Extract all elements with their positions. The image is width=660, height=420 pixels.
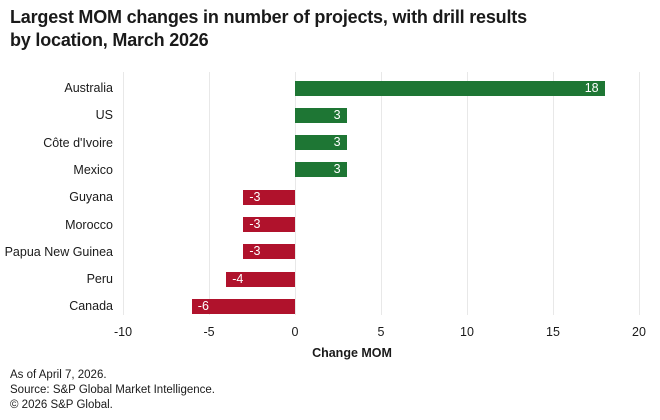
gridline-x-5 [380,72,382,315]
x-tick-label--10: -10 [113,325,133,339]
bar-peru [226,271,295,287]
bar-mexico [295,162,347,178]
footer-asof: As of April 7, 2026. [10,369,107,381]
bar-value-label-us: 3 [333,107,341,122]
category-label-canada: Canada [69,299,113,314]
category-label-us: US [95,108,113,123]
gridline-x-0 [294,72,296,315]
category-label-morocco: Morocco [65,217,113,232]
bar-value-label-papua-new-guinea: -3 [249,244,261,259]
bar-us [295,107,347,123]
bar-value-label-guyana: -3 [249,189,261,204]
gridline-x-15 [552,72,554,315]
gridline-x--5 [208,72,210,315]
bar-canada [191,298,295,314]
bar-value-label-morocco: -3 [249,217,261,231]
bar-c-te-d-ivoire [295,135,347,151]
gridline-x-20 [638,72,640,315]
bar-value-label-mexico: 3 [333,162,341,177]
x-axis-label: Change MOM [312,346,392,360]
chart-title-line2: by location, March 2026 [10,30,209,50]
bar-papua-new-guinea [243,244,295,260]
footer-copyright: © 2026 S&P Global. [10,399,113,411]
category-label-mexico: Mexico [73,162,113,177]
bar-guyana [243,189,295,205]
category-label-peru: Peru [86,272,113,287]
category-label-australia: Australia [64,81,113,95]
bar-australia [295,80,605,96]
bar-morocco [243,217,295,232]
footer-source: Source: S&P Global Market Intelligence. [10,384,215,396]
chart-title-line1: Largest MOM changes in number of project… [10,7,527,27]
bar-value-label-australia: 18 [584,80,599,95]
x-tick-label-0: 0 [291,325,299,339]
x-tick-label-5: 5 [377,325,385,339]
chart-title: Largest MOM changes in number of project… [10,6,650,52]
category-label-guyana: Guyana [69,190,113,205]
category-label-papua-new-guinea: Papua New Guinea [4,244,113,259]
x-tick-label-10: 10 [460,325,474,339]
gridline-x-10 [466,72,468,315]
x-tick-label-20: 20 [632,325,646,339]
bar-value-label-canada: -6 [197,298,209,313]
category-label-c-te-d-ivoire: Côte d'Ivoire [43,135,113,150]
bar-value-label-peru: -4 [232,271,244,286]
chart-footer: As of April 7, 2026. Source: S&P Global … [10,368,215,413]
x-tick-label-15: 15 [546,325,560,339]
x-tick-label--5: -5 [203,325,215,339]
bar-value-label-c-te-d-ivoire: 3 [333,135,341,150]
gridline-x--10 [122,72,124,315]
